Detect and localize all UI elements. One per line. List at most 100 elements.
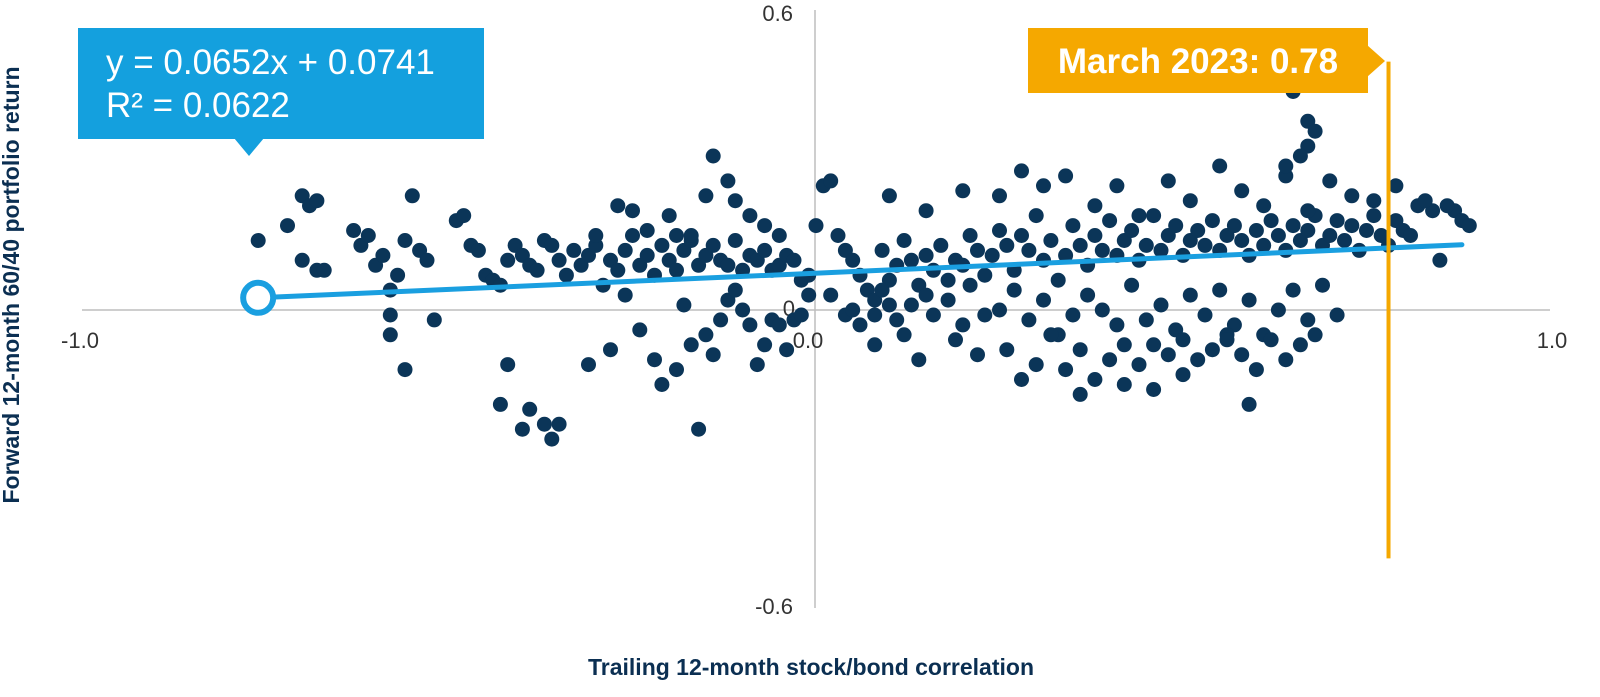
data-point xyxy=(1300,223,1316,238)
data-point xyxy=(1300,203,1316,219)
data-point xyxy=(1153,242,1169,258)
data-point xyxy=(705,148,721,164)
data-point xyxy=(544,431,560,447)
x-tick-label-right: 1.0 xyxy=(1537,328,1568,353)
data-point xyxy=(551,416,567,432)
data-point xyxy=(1241,292,1257,308)
data-point xyxy=(1072,386,1088,402)
data-point xyxy=(786,252,802,268)
data-point xyxy=(669,228,684,243)
data-point xyxy=(1080,287,1096,303)
data-point xyxy=(1285,218,1301,234)
data-point xyxy=(397,362,413,378)
data-point xyxy=(1160,173,1176,189)
data-point xyxy=(1021,242,1037,258)
data-point xyxy=(1036,292,1051,308)
data-point xyxy=(903,297,919,313)
data-point xyxy=(566,242,582,258)
data-point xyxy=(1197,237,1213,253)
data-point xyxy=(742,208,758,224)
data-point xyxy=(558,267,574,283)
data-point xyxy=(757,218,773,234)
x-tick-label-center: 0.0 xyxy=(793,328,824,353)
data-point xyxy=(1337,233,1352,248)
data-point xyxy=(1366,208,1382,224)
data-point xyxy=(1315,277,1330,293)
data-point xyxy=(1087,198,1103,214)
data-point xyxy=(529,262,545,278)
data-point xyxy=(639,223,655,238)
data-point xyxy=(522,401,538,417)
data-point xyxy=(948,332,963,348)
data-point xyxy=(713,312,729,328)
data-point xyxy=(1359,223,1374,238)
data-point xyxy=(698,327,714,343)
data-point xyxy=(1248,362,1264,378)
data-point xyxy=(933,237,949,253)
data-point xyxy=(962,228,978,243)
data-point xyxy=(918,287,934,303)
data-point xyxy=(536,416,552,432)
data-point xyxy=(992,188,1007,204)
data-point xyxy=(1366,193,1382,209)
data-point xyxy=(661,208,677,224)
data-point xyxy=(955,183,971,199)
data-point xyxy=(397,233,413,248)
data-point xyxy=(705,347,721,363)
data-point xyxy=(903,252,919,268)
data-point xyxy=(823,173,839,189)
data-point xyxy=(1219,332,1235,348)
data-point xyxy=(1278,158,1294,174)
data-point xyxy=(1014,228,1029,243)
data-point xyxy=(1182,193,1198,209)
data-point xyxy=(1131,208,1147,224)
data-point xyxy=(603,342,618,358)
data-point xyxy=(867,337,883,353)
data-point xyxy=(1256,198,1272,214)
data-point xyxy=(625,203,640,219)
data-point xyxy=(940,272,956,288)
y-tick-label-bottom: -0.6 xyxy=(755,594,793,619)
y-axis-title: Forward 12-month 60/40 portfolio return xyxy=(0,66,24,503)
data-point xyxy=(551,252,567,268)
data-point xyxy=(977,267,993,283)
data-point xyxy=(970,242,985,258)
data-point xyxy=(581,357,596,373)
equation-box-pointer xyxy=(234,138,264,156)
data-point xyxy=(669,262,684,278)
data-point xyxy=(771,228,787,243)
data-point xyxy=(1270,228,1286,243)
data-point xyxy=(654,237,670,253)
data-point xyxy=(1109,317,1125,333)
data-point xyxy=(470,242,486,258)
data-point xyxy=(727,282,743,298)
data-point xyxy=(1175,332,1191,348)
data-point xyxy=(1058,168,1074,184)
data-point xyxy=(676,297,692,313)
data-point xyxy=(705,237,721,253)
data-point xyxy=(771,317,787,333)
regression-start-marker xyxy=(240,279,277,316)
data-point xyxy=(1256,237,1272,253)
y-tick-label-top: 0.6 xyxy=(762,1,793,26)
data-point xyxy=(1153,297,1169,313)
data-point xyxy=(1087,228,1103,243)
data-point xyxy=(1043,233,1059,248)
data-point xyxy=(382,307,398,323)
data-point xyxy=(1014,372,1029,387)
data-point xyxy=(1131,357,1147,373)
data-point xyxy=(1307,123,1323,139)
data-point xyxy=(419,252,435,268)
data-point xyxy=(1138,312,1154,328)
data-point xyxy=(992,223,1007,238)
data-point xyxy=(647,352,662,368)
data-point xyxy=(514,421,530,437)
data-point xyxy=(1175,367,1191,383)
data-point xyxy=(970,347,985,363)
data-point xyxy=(962,277,978,293)
x-tick-label-left: -1.0 xyxy=(61,328,99,353)
annotation-label: March 2023: 0.78 xyxy=(1058,42,1338,81)
data-point xyxy=(625,228,640,243)
data-point xyxy=(1241,396,1257,412)
data-point xyxy=(698,188,714,204)
